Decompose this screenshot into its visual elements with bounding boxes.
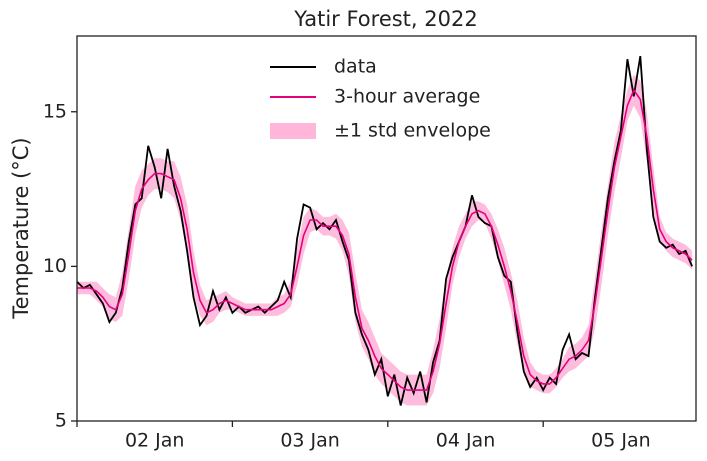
y-tick-label: 15 xyxy=(43,100,67,122)
legend-label: data xyxy=(334,56,377,78)
y-tick-label: 5 xyxy=(55,410,67,432)
x-tick-label: 03 Jan xyxy=(280,430,340,452)
series-line xyxy=(77,88,693,391)
plot-frame xyxy=(76,35,697,422)
y-tick-label: 10 xyxy=(43,255,67,277)
series-line xyxy=(76,55,693,406)
legend-swatch xyxy=(270,123,316,139)
x-tick-label: 02 Jan xyxy=(125,430,185,452)
chart-title: Yatir Forest, 2022 xyxy=(293,7,477,31)
y-axis-label: Temperature (°C) xyxy=(9,137,33,319)
legend-label: ±1 std envelope xyxy=(334,120,491,142)
std-envelope xyxy=(77,74,693,406)
legend-label: 3-hour average xyxy=(334,86,480,108)
x-tick-label: 05 Jan xyxy=(591,430,651,452)
x-tick-label: 04 Jan xyxy=(436,430,496,452)
